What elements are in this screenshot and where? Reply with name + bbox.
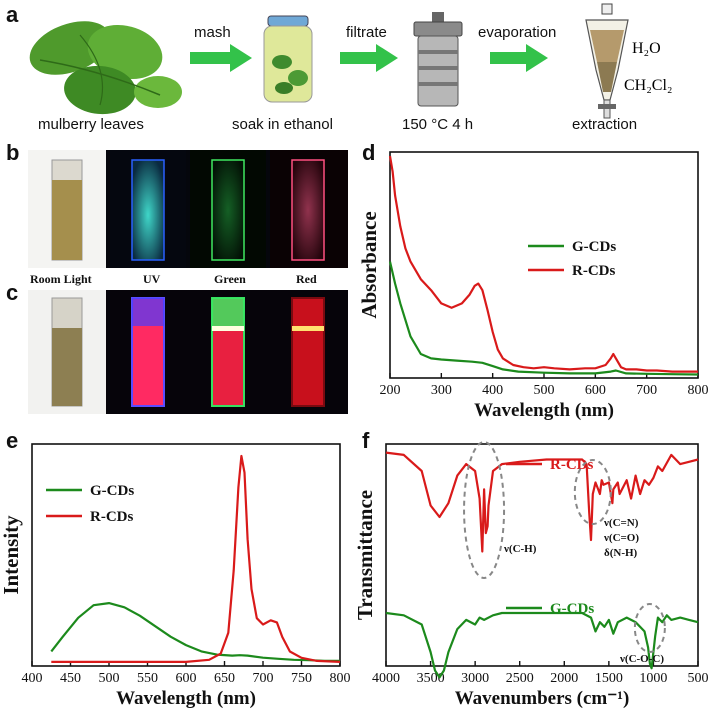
series-line-r-cds — [51, 454, 341, 663]
mulberry-leaves-image — [29, 21, 182, 115]
arrow-filtrate — [340, 44, 398, 72]
x-tick-label: 4000 — [372, 671, 400, 686]
photo-c-red — [291, 297, 325, 407]
panel-letter-f: f — [362, 428, 370, 453]
x-tick-label: 800 — [330, 671, 351, 686]
x-tick-label: 600 — [176, 671, 197, 686]
step-label-leaves: mulberry leaves — [38, 116, 144, 133]
plot-frame — [385, 443, 699, 667]
y-axis-label: Absorbance — [357, 211, 381, 318]
annotation-label: ν(C=O) — [603, 532, 639, 544]
plot-frame — [389, 151, 699, 379]
series-line-g-cds — [385, 611, 699, 679]
annotation-label: ν(C-O-C) — [619, 653, 664, 665]
x-tick-label: 600 — [585, 383, 606, 398]
legend-label: R-CDs — [550, 457, 593, 473]
arrow-label-evaporation: evaporation — [478, 24, 557, 41]
step-label-heat: 150 °C 4 h — [402, 116, 474, 133]
panel-letter-e: e — [6, 428, 19, 453]
step-label-extraction: extraction — [572, 116, 638, 133]
annotation-label: δ(N-H) — [604, 547, 638, 559]
series-line-g-cds — [50, 602, 340, 662]
x-tick-label: 550 — [137, 671, 158, 686]
arrow-label-mash: mash — [194, 24, 231, 41]
h2o-label: H₂O — [632, 40, 661, 57]
caption-room-light: Room Light — [30, 272, 92, 286]
x-axis-label: Wavelength (nm) — [116, 688, 256, 709]
x-tick-label: 800 — [688, 383, 709, 398]
x-tick-label: 300 — [431, 383, 452, 398]
x-tick-label: 1000 — [639, 671, 667, 686]
x-tick-label: 200 — [380, 383, 401, 398]
autoclave-image — [413, 12, 463, 107]
annotation-label: ν(C=N) — [603, 517, 639, 529]
annotation-label: ν(C-H) — [503, 543, 537, 555]
panel-letter-d: d — [362, 140, 376, 165]
separatory-funnel-image — [585, 3, 629, 119]
synthesis-scheme: H₂O CH₂Cl₂ — [29, 3, 673, 119]
x-tick-label: 450 — [60, 671, 81, 686]
x-tick-label: 650 — [214, 671, 235, 686]
x-tick-label: 3000 — [461, 671, 489, 686]
arrow-label-filtrate: filtrate — [346, 24, 387, 41]
step-label-soak: soak in ethanol — [232, 116, 333, 133]
legend-label: G-CDs — [550, 601, 594, 617]
arrow-evaporation — [490, 44, 548, 72]
x-tick-label: 3500 — [417, 671, 445, 686]
x-tick-label: 500 — [534, 383, 555, 398]
legend-label: R-CDs — [90, 509, 133, 525]
annotation-circle-ch — [463, 441, 506, 579]
x-axis-label: Wavenumbers (cm⁻¹) — [455, 688, 630, 709]
chart-absorbance: 200 300 400 500 600 700 800 Wavelength (nm) Abso… — [357, 151, 709, 421]
x-tick-label: 2000 — [550, 671, 578, 686]
y-axis-label: Transmittance — [356, 490, 377, 620]
x-tick-label: 700 — [636, 383, 657, 398]
ethanol-jar-image — [263, 15, 313, 103]
caption-red: Red — [296, 272, 317, 286]
legend-label: R-CDs — [572, 263, 615, 279]
caption-uv: UV — [143, 272, 161, 286]
x-axis-label: Wavelength (nm) — [474, 400, 614, 421]
plot-frame — [31, 443, 341, 667]
x-tick-label: 1500 — [595, 671, 623, 686]
series-line-r-cds — [385, 451, 699, 553]
caption-green: Green — [214, 272, 246, 286]
chart-emission: 400 450 500 550 600 650 700 750 800 Wavelength (n… — [0, 443, 351, 709]
annotation-circle-coc — [633, 603, 666, 653]
series-line-r-cds — [388, 155, 698, 373]
panel-letter-c: c — [6, 280, 19, 305]
y-axis-label: Intensity — [0, 515, 23, 595]
x-tick-label: 700 — [253, 671, 274, 686]
arrow-mash — [190, 44, 252, 72]
x-tick-label: 2500 — [506, 671, 534, 686]
legend-label: G-CDs — [572, 239, 616, 255]
x-tick-label: 400 — [22, 671, 43, 686]
x-tick-label: 400 — [482, 383, 503, 398]
chart-ftir: 4000 3500 3000 2500 2000 1500 1000 500 Wavenumbe… — [356, 441, 709, 709]
x-tick-label: 750 — [291, 671, 312, 686]
x-tick-label: 500 — [688, 671, 709, 686]
series-line-g-cds — [388, 261, 699, 376]
x-tick-label: 500 — [99, 671, 120, 686]
panel-letter-a: a — [6, 2, 19, 27]
cuvette-photos — [28, 150, 348, 414]
panel-letter-b: b — [6, 140, 20, 165]
legend-label: G-CDs — [90, 483, 134, 499]
ch2cl2-label: CH₂Cl₂ — [624, 77, 673, 94]
